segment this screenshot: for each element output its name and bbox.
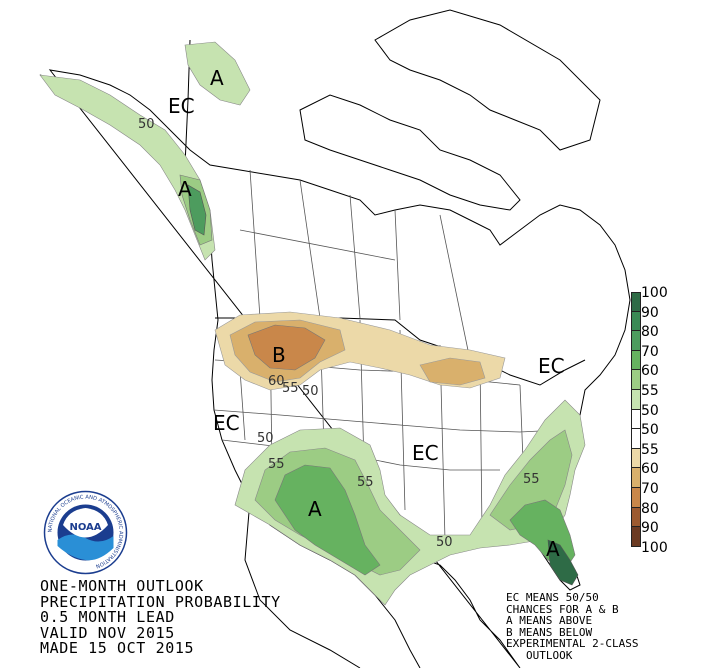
below-70-core xyxy=(247,324,326,371)
south-above-area xyxy=(234,399,586,606)
legend-note-1: EC MEANS 50/50 xyxy=(506,591,599,604)
label-a-panhandle: A xyxy=(178,177,192,201)
title-line-3: 0.5 MONTH LEAD xyxy=(40,608,175,626)
mexico-outline xyxy=(244,499,361,668)
colorbar-swatch xyxy=(631,429,641,449)
colorbar-swatch xyxy=(631,389,641,410)
label-iso-50-sw: 50 xyxy=(257,431,274,446)
colorbar-label: 90 xyxy=(641,520,659,537)
label-iso-60-b: 60 xyxy=(268,374,285,389)
label-ec-east: EC xyxy=(538,354,565,378)
north-below-area xyxy=(214,311,506,391)
label-iso-55-s: 55 xyxy=(357,475,374,490)
noaa-logo: NATIONAL OCEANIC AND ATMOSPHERIC ADMINIS… xyxy=(43,490,128,575)
colorbar-label: 55 xyxy=(641,383,659,399)
colorbar-swatch xyxy=(631,292,641,312)
label-iso-50-gulf: 50 xyxy=(436,535,453,550)
colorbar-label: 60 xyxy=(641,461,659,478)
title-line-2: PRECIPITATION PROBABILITY xyxy=(40,592,281,611)
panhandle-above-70 xyxy=(187,184,207,236)
colorbar-swatch xyxy=(631,527,641,547)
legend-note-3: A MEANS ABOVE xyxy=(506,614,593,627)
label-b-north: B xyxy=(272,343,286,367)
colorbar-label: 50 xyxy=(641,422,659,439)
colorbar-swatch xyxy=(631,487,641,508)
label-ec-alaska: EC xyxy=(168,94,195,118)
label-iso-55-b: 55 xyxy=(282,381,299,396)
alaska-north-above xyxy=(184,41,251,106)
greenland-outline xyxy=(374,9,601,151)
label-iso-alaska-50: 50 xyxy=(138,117,155,132)
colorbar-swatch xyxy=(631,370,641,390)
legend-note-4: B MEANS BELOW xyxy=(506,625,593,639)
south-above-70 xyxy=(274,464,576,576)
label-ec-central: EC xyxy=(412,441,439,465)
label-iso-55-se: 55 xyxy=(523,472,540,487)
colorbar-label: 80 xyxy=(641,324,659,341)
legend-note-6: OUTLOOK xyxy=(526,648,573,662)
colorbar-label: 70 xyxy=(641,343,659,360)
label-a-florida: A xyxy=(546,537,560,561)
colorbar-label: 70 xyxy=(641,481,659,497)
probability-colorbar xyxy=(631,292,641,547)
legend-notes: EC MEANS 50/50 CHANCES FOR A & B A MEANS… xyxy=(506,592,638,661)
colorbar-label: 50 xyxy=(641,402,659,419)
province-lines xyxy=(239,169,471,361)
alaska-above-55 xyxy=(39,74,216,261)
title-line-5: MADE 15 OCT 2015 xyxy=(40,639,195,657)
colorbar-swatch xyxy=(631,468,641,488)
label-ec-west: EC xyxy=(213,411,240,435)
colorbar-swatch xyxy=(631,507,641,528)
label-a-alaska: A xyxy=(210,66,224,90)
colorbar-label: 80 xyxy=(641,500,659,517)
map-labels: EC A 50 A B 60 55 50 EC EC EC 50 55 55 A… xyxy=(138,66,565,561)
label-iso-55-sw: 55 xyxy=(268,457,285,472)
colorbar-swatch xyxy=(631,409,641,430)
noaa-logo-text: NOAA xyxy=(69,522,101,533)
label-iso-50-b: 50 xyxy=(302,384,319,399)
colorbar-swatch xyxy=(631,448,641,469)
colorbar-label: 90 xyxy=(641,304,659,321)
colorbar-label: 100 xyxy=(641,539,668,556)
colorbar-swatch xyxy=(631,331,641,351)
colorbar-swatch xyxy=(631,350,641,371)
outlook-title-block: ONE-MONTH OUTLOOK PRECIPITATION PROBABIL… xyxy=(40,577,281,657)
florida-above-80 xyxy=(547,539,579,586)
title-line-4: VALID NOV 2015 xyxy=(40,623,175,642)
colorbar-label: 55 xyxy=(641,441,659,458)
colorbar-label: 60 xyxy=(641,363,659,380)
alaska-above-area xyxy=(39,41,251,261)
colorbar-label: 100 xyxy=(641,285,668,301)
title-line-1: ONE-MONTH OUTLOOK xyxy=(40,577,204,595)
colorbar-swatch xyxy=(631,311,641,332)
label-a-south: A xyxy=(308,497,322,521)
arctic-islands-outline xyxy=(299,94,521,211)
below-60-greatlakes xyxy=(419,357,486,386)
legend-note-5: EXPERIMENTAL 2-CLASS xyxy=(506,637,639,650)
legend-note-2: CHANCES FOR A & B xyxy=(506,602,619,616)
